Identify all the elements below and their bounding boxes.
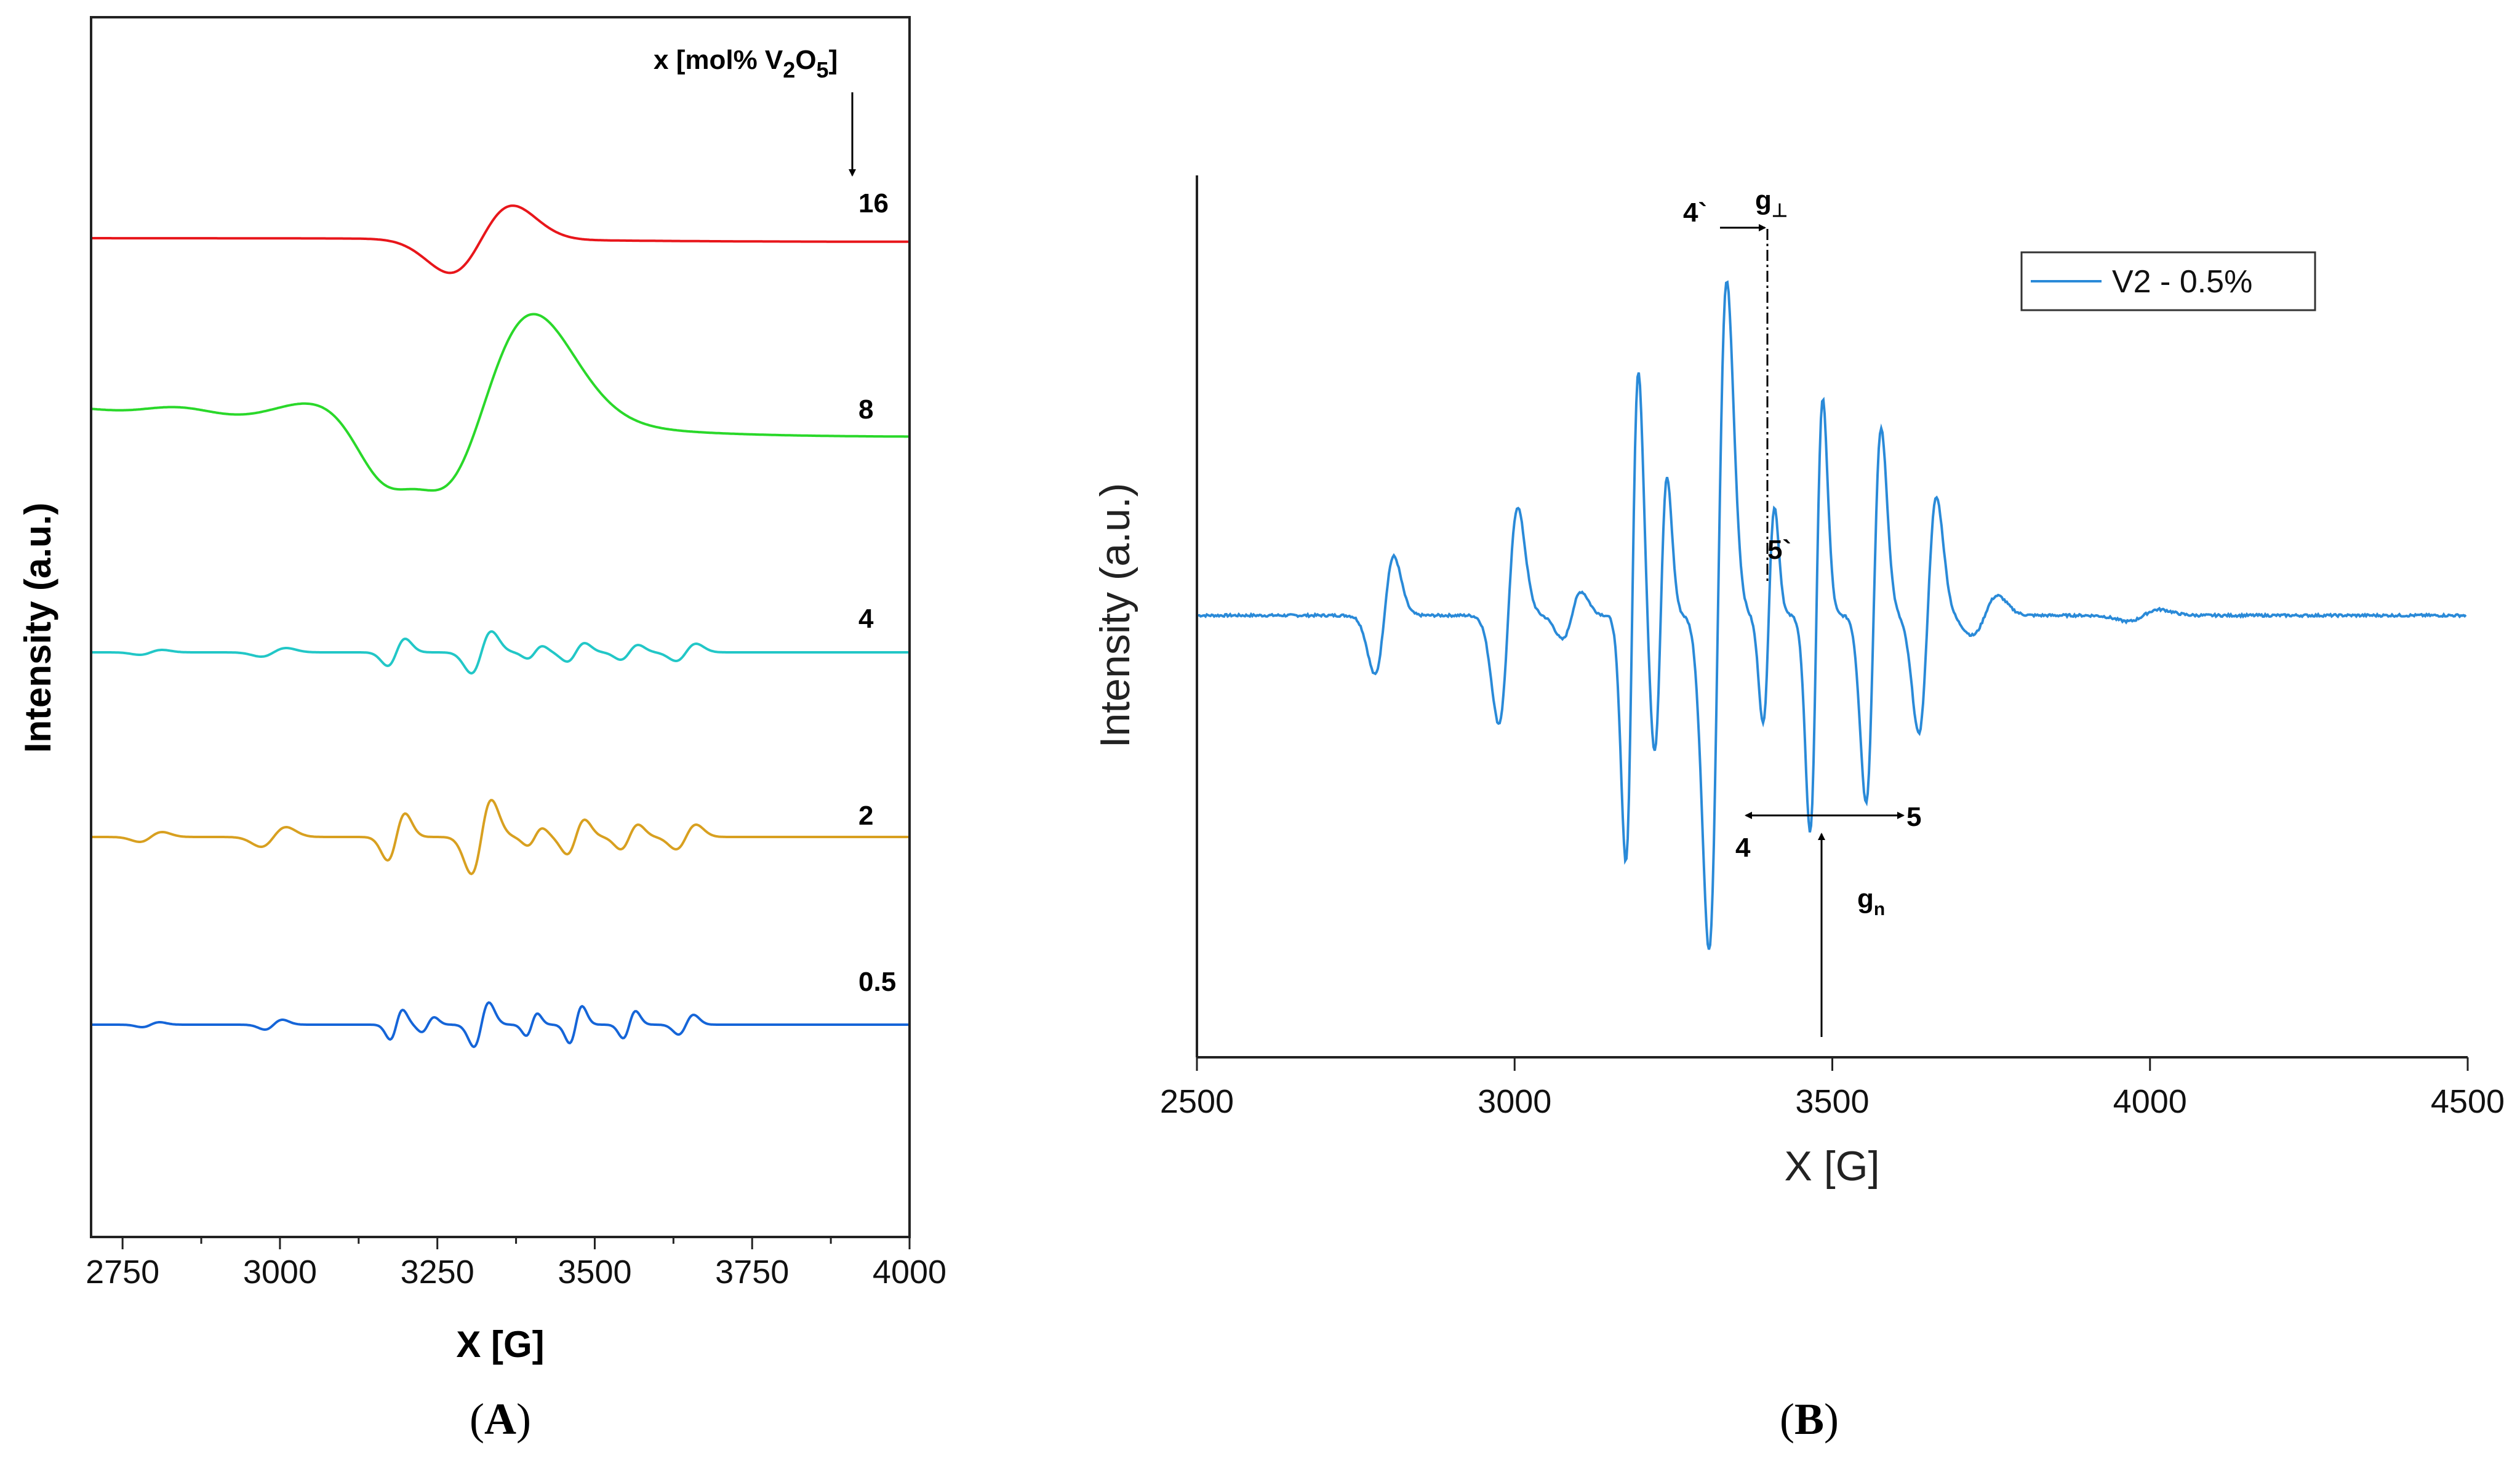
panel-a-legend-title: x [mol% V2O5] — [654, 45, 838, 82]
panel-a-series-label: 0.5 — [858, 967, 896, 997]
panel-b-series — [1198, 280, 2467, 950]
panel-a-series-label: 2 — [858, 801, 873, 831]
panel-b-x-tick-label: 3500 — [1795, 1083, 1869, 1120]
panel-b-legend: V2 - 0.5% — [2020, 251, 2316, 311]
panel-a-series-line — [92, 1001, 908, 1049]
panel-a-series-line — [92, 798, 908, 876]
panel-a-series-label: 16 — [858, 188, 889, 218]
panel-b-x-tick-label: 4000 — [2113, 1083, 2187, 1120]
panel-a-series-label: 4 — [858, 604, 874, 634]
panel-a: 2750 3000 3250 3500 3750 4000 16 8 4 2 0.5 x [mol… — [17, 16, 946, 1444]
panel-a-series-label: 8 — [858, 394, 873, 425]
mark-4: 4 — [1735, 833, 1751, 863]
panel-a-x-tick-label: 4000 — [873, 1254, 946, 1291]
panel-a-series-labels: 16 8 4 2 0.5 — [858, 188, 896, 997]
panel-a-frame — [90, 16, 911, 1238]
panel-b-x-ticks: 2500 3000 3500 4000 4500 — [1160, 1057, 2505, 1120]
panel-a-x-axis-title: X [G] — [456, 1324, 544, 1365]
panel-a-x-tick-label: 3750 — [715, 1254, 789, 1291]
panel-a-y-axis-title: Intensity (a.u.) — [17, 503, 58, 753]
mark-4-prime: 4` — [1683, 198, 1707, 228]
panel-a-series-line — [92, 313, 908, 492]
panel-a-x-tick-label: 2750 — [86, 1254, 159, 1291]
panel-a-caption: (A) — [470, 1395, 531, 1444]
panel-a-series — [92, 204, 908, 1049]
panel-b-legend-label: V2 - 0.5% — [2112, 264, 2252, 300]
g-par-label: gn — [1857, 884, 1885, 919]
panel-b-x-tick-label: 4500 — [2431, 1083, 2505, 1120]
panel-a-series-line — [92, 630, 908, 675]
panel-a-series-line — [92, 204, 908, 274]
g-perp-label: g⊥ — [1755, 185, 1788, 221]
panel-a-x-tick-label: 3000 — [243, 1254, 317, 1291]
panel-b-x-axis-title: X [G] — [1785, 1143, 1880, 1190]
panel-b-annotations: 4` g⊥ 5` 4 5 gn — [1683, 185, 1921, 1037]
panel-a-x-ticks: 2750 3000 3250 3500 3750 4000 — [86, 1237, 946, 1291]
panel-b-x-tick-label: 2500 — [1160, 1083, 1234, 1120]
panel-b-series-line — [1198, 280, 2467, 950]
panel-b-caption: (B) — [1780, 1395, 1839, 1444]
panel-a-x-tick-label: 3500 — [558, 1254, 631, 1291]
panel-a-x-tick-label: 3250 — [401, 1254, 474, 1291]
panel-b-y-axis-title: Intensity (a.u.) — [1092, 483, 1138, 748]
mark-5-prime: 5` — [1767, 535, 1791, 565]
panel-b-x-tick-label: 3000 — [1478, 1083, 1551, 1120]
mark-5: 5 — [1906, 802, 1921, 832]
panel-b: 2500 3000 3500 4000 4500 V2 - 0.5% 4` g⊥ 5` … — [1092, 175, 2505, 1444]
